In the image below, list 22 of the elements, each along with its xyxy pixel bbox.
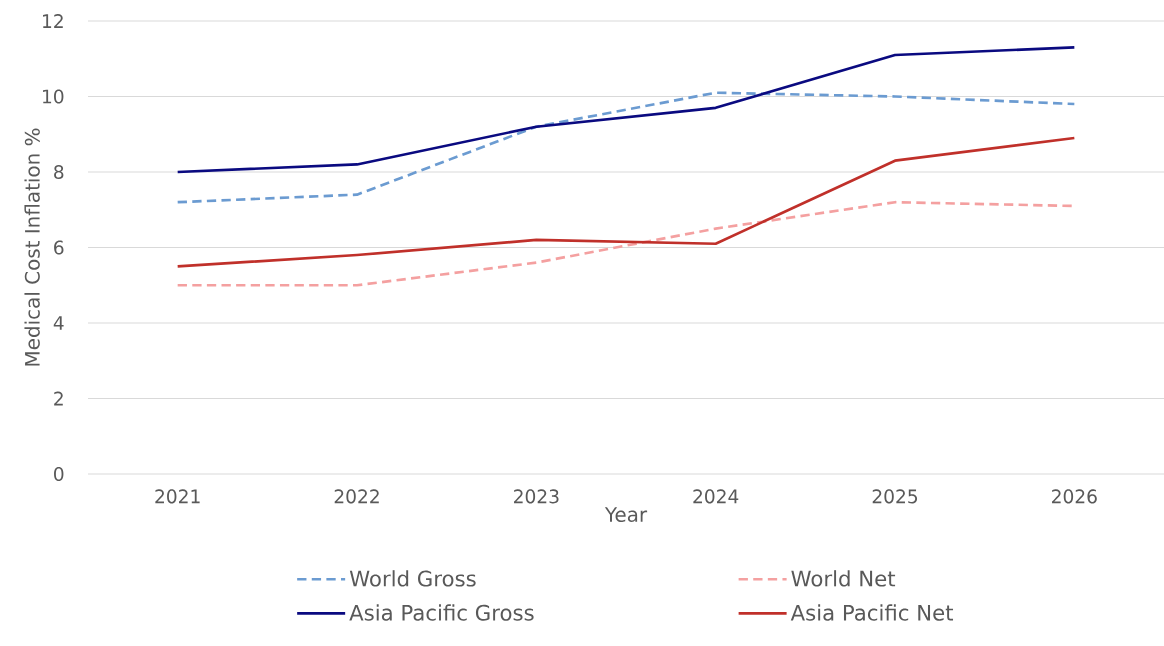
legend-label: World Net <box>791 570 896 587</box>
x-axis-title: Year <box>604 507 648 523</box>
line-series <box>176 136 1076 268</box>
y-tick-label: 6 <box>54 240 64 255</box>
line-series <box>176 46 1076 174</box>
x-tick-label: 2024 <box>693 489 739 504</box>
line-series <box>176 91 1076 204</box>
y-axis-title: Medical Cost Inflation % <box>24 128 40 366</box>
legend-label: World Gross <box>349 570 476 587</box>
x-tick-label: 2021 <box>155 489 200 504</box>
x-tick-label: 2023 <box>514 489 559 504</box>
y-tick-label: 2 <box>54 391 63 406</box>
y-tick-label: 10 <box>43 89 64 104</box>
y-tick-label: 8 <box>54 164 64 180</box>
legend-label: Asia Pacific Gross <box>349 604 534 621</box>
legend-label: Asia Pacific Net <box>790 604 954 621</box>
y-tick-label: 4 <box>53 316 64 330</box>
y-tick-label: 12 <box>43 14 63 28</box>
x-tick-label: 2022 <box>334 489 379 504</box>
x-tick-label: 2025 <box>872 489 918 504</box>
x-tick-label: 2026 <box>1052 489 1097 504</box>
y-tick-label: 0 <box>54 466 64 482</box>
